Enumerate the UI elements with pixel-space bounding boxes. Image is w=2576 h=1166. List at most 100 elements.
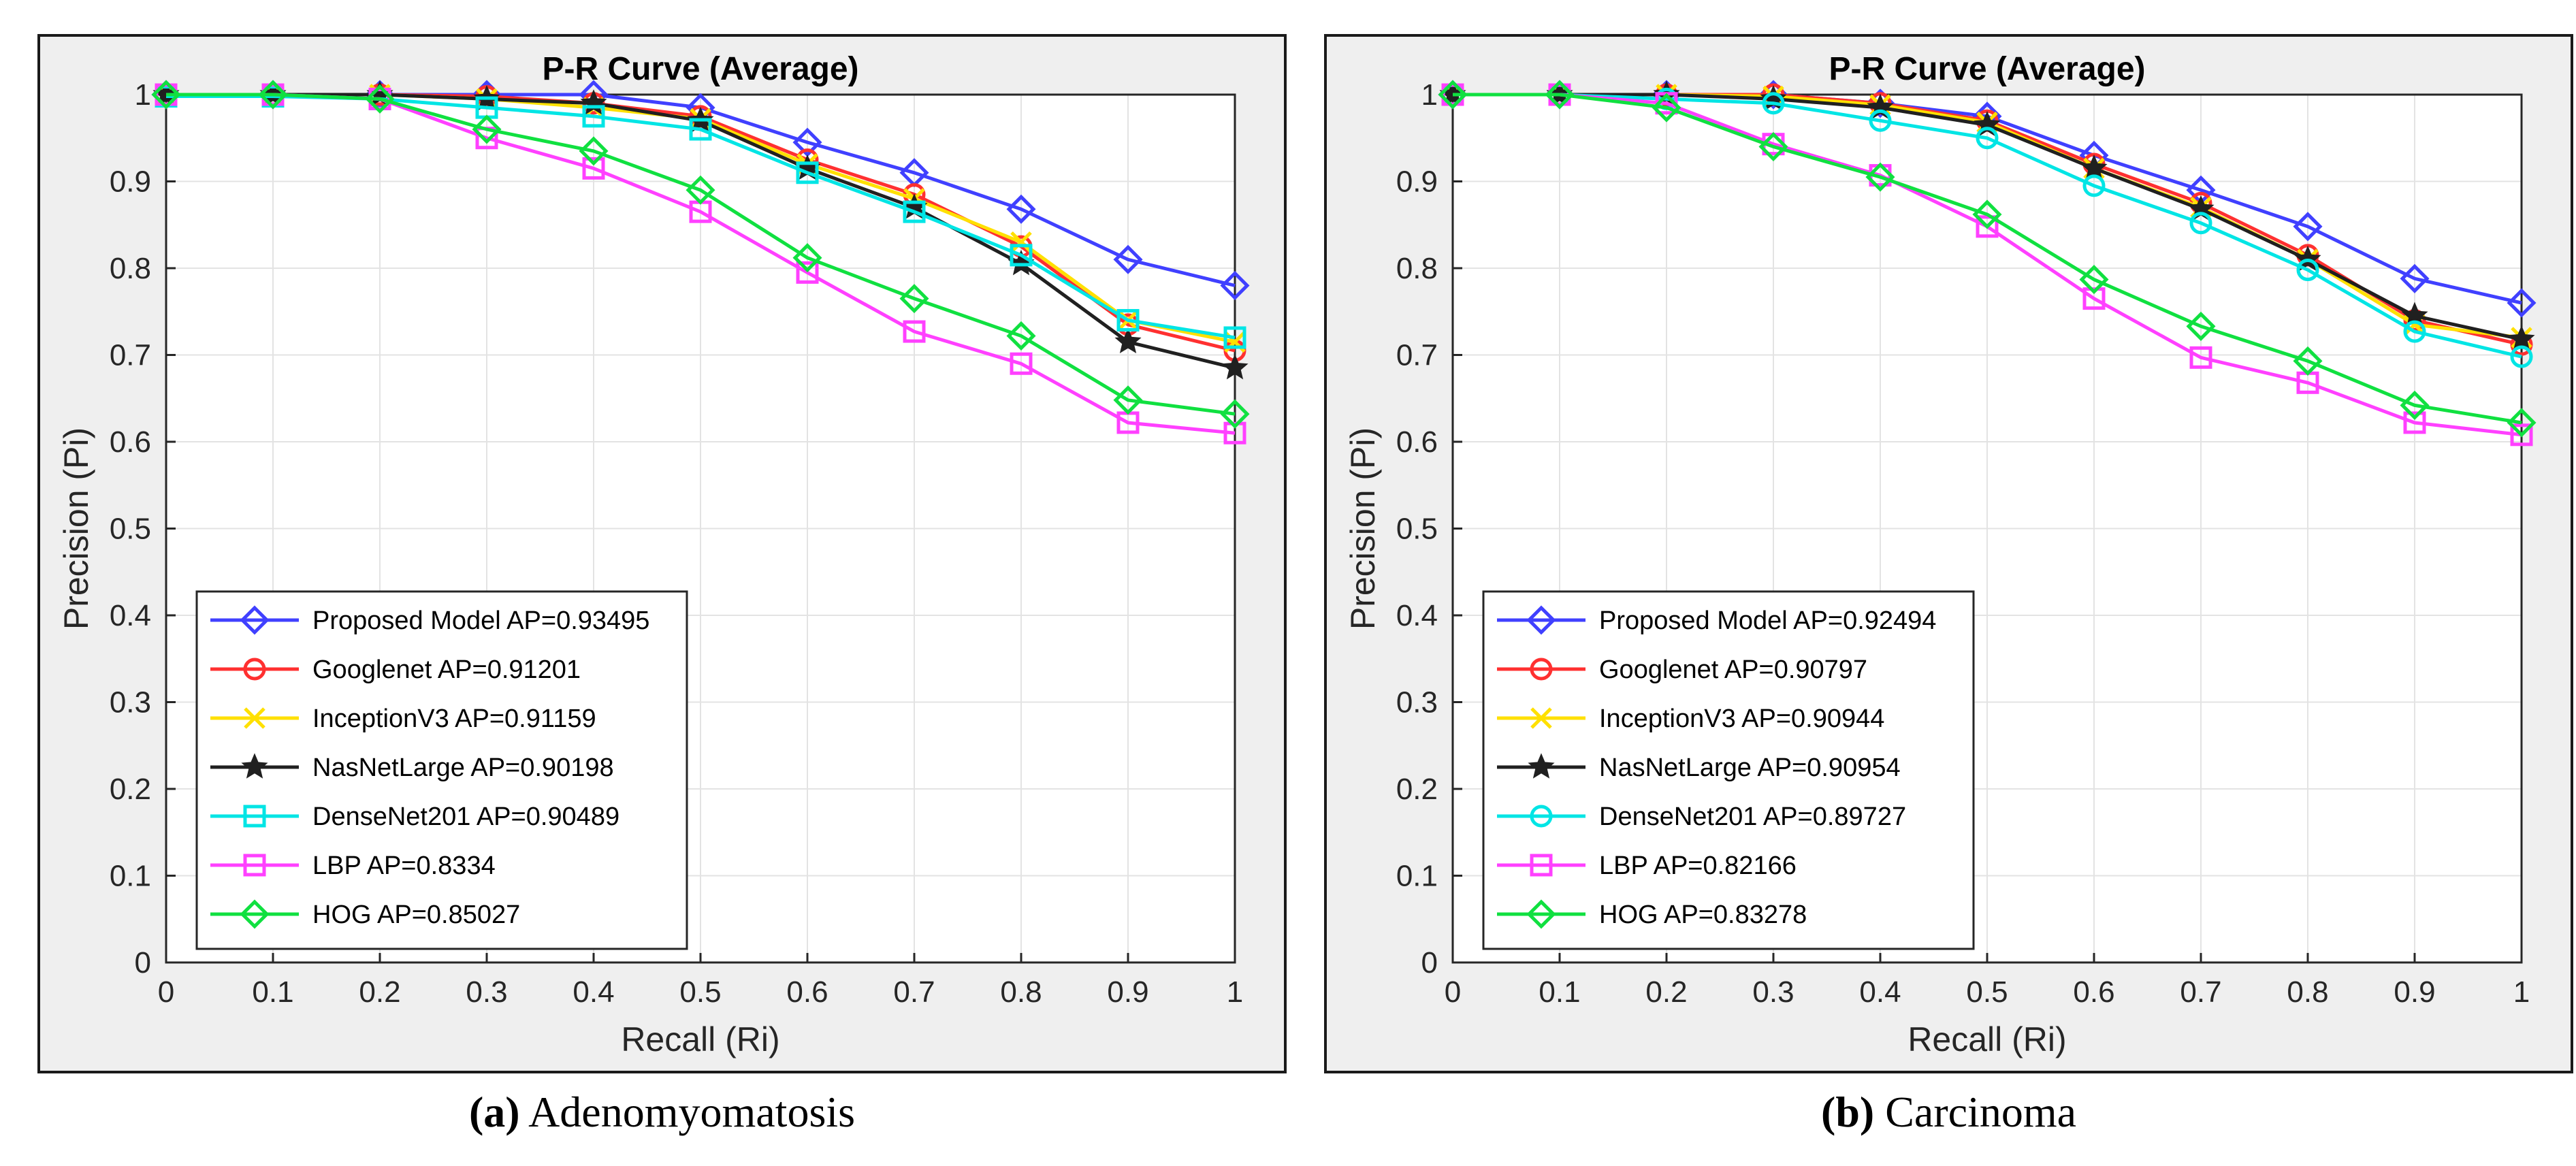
legend-marker (1530, 658, 1553, 681)
data-point (582, 105, 605, 128)
y-tick-label: 0.5 (1396, 513, 1438, 546)
data-point (792, 243, 822, 273)
x-tick-label: 0 (158, 975, 174, 1009)
x-tick-label: 0.1 (1539, 975, 1580, 1009)
y-tick-label: 0.9 (1396, 165, 1438, 199)
legend-box (195, 590, 688, 950)
data-point (1762, 92, 1785, 115)
chart-panel-b: 0 0.1 0.2 0.3 0.4 0.5 0.6 0.7 0.8 0.9 1 0 0.1 0.2 0.3 0… (1324, 34, 2573, 1073)
legend-label: NasNetLarge AP=0.90954 (1599, 754, 1901, 782)
data-point (903, 320, 926, 343)
caption-text: Carcinoma (1885, 1088, 2076, 1136)
data-point (2296, 259, 2319, 282)
legend-label: LBP AP=0.82166 (1599, 852, 1797, 880)
x-axis-label: Recall (Ri) (621, 1020, 779, 1058)
x-tick-label: 0.4 (573, 975, 614, 1009)
data-point (2510, 345, 2533, 368)
data-point (1221, 354, 1249, 380)
x-tick-label: 0.7 (2180, 975, 2221, 1009)
legend-marker (1530, 805, 1553, 828)
data-point (2508, 325, 2535, 351)
legend-item: HOG AP=0.85027 (210, 899, 520, 929)
data-point (796, 161, 819, 184)
data-point (1976, 215, 1999, 238)
y-tick-label: 0.6 (110, 425, 151, 459)
data-point (1113, 385, 1143, 415)
y-tick-label: 0.8 (1396, 252, 1438, 285)
x-tick-label: 0.7 (893, 975, 935, 1009)
legend-marker (243, 805, 266, 828)
legend-marker (240, 899, 270, 929)
data-point (903, 200, 926, 223)
data-point (1865, 162, 1895, 192)
y-tick-label: 0.1 (1396, 860, 1438, 893)
y-tick-label: 0.1 (110, 860, 151, 893)
data-point (2079, 265, 2109, 295)
legend-label: HOG AP=0.85027 (312, 901, 520, 929)
y-tick-label: 0.2 (1396, 773, 1438, 806)
y-tick-label: 0.6 (1396, 425, 1438, 459)
caption-text: Adenomyomatosis (528, 1088, 856, 1136)
legend-marker (1528, 753, 1555, 779)
data-point (2403, 411, 2426, 434)
x-tick-label: 0.4 (1859, 975, 1901, 1009)
y-tick-label: 0.4 (110, 599, 151, 632)
y-tick-label: 0.7 (110, 339, 151, 372)
legend-marker (241, 753, 268, 779)
y-tick-label: 0.8 (110, 252, 151, 285)
data-point (1223, 326, 1246, 349)
y-tick-label: 1 (135, 78, 151, 112)
legend: Proposed Model AP=0.92494 Googlenet AP=0.… (1482, 590, 1975, 950)
y-tick-label: 0.9 (110, 165, 151, 199)
data-point (1438, 80, 1468, 110)
x-tick-label: 0.2 (1645, 975, 1687, 1009)
data-point (1976, 127, 1999, 150)
x-tick-label: 1 (2513, 975, 2530, 1009)
legend-marker (1530, 854, 1553, 877)
y-tick-label: 0.5 (110, 513, 151, 546)
legend-label: InceptionV3 AP=0.91159 (312, 705, 596, 733)
legend-marker (243, 658, 266, 681)
legend-label: NasNetLarge AP=0.90198 (312, 754, 614, 782)
legend-item: DenseNet201 AP=0.89727 (1497, 803, 1906, 831)
legend-item: InceptionV3 AP=0.90944 (1497, 705, 1884, 733)
data-point (1010, 231, 1032, 253)
data-point (2510, 423, 2533, 447)
data-point (1220, 399, 1250, 429)
data-point (2189, 212, 2212, 235)
x-tick-label: 0.5 (679, 975, 721, 1009)
x-tick-label: 0.5 (1966, 975, 2008, 1009)
legend: Proposed Model AP=0.93495 Googlenet AP=0.… (195, 590, 688, 950)
legend-item: Googlenet AP=0.90797 (1497, 655, 1867, 684)
legend-marker (1530, 707, 1552, 729)
legend-item: LBP AP=0.82166 (1497, 852, 1797, 880)
x-axis-label: Recall (Ri) (1907, 1020, 2066, 1058)
x-tick-label: 0.3 (1752, 975, 1794, 1009)
x-tick-label: 0 (1445, 975, 1461, 1009)
legend-item: Proposed Model AP=0.92494 (1497, 605, 1936, 635)
series-line (1453, 93, 2522, 425)
data-point (2400, 390, 2430, 420)
caption-adenomyomatosis: (a) Adenomyomatosis (37, 1087, 1287, 1137)
legend-label: Proposed Model AP=0.92494 (1599, 606, 1936, 635)
legend-marker (243, 854, 266, 877)
x-tick-label: 0.2 (359, 975, 400, 1009)
data-point (2080, 154, 2108, 180)
y-axis-label: Precision (Pi) (57, 427, 95, 630)
data-point (579, 136, 609, 166)
legend-item: InceptionV3 AP=0.91159 (210, 705, 596, 733)
y-tick-label: 0 (1421, 946, 1438, 979)
x-tick-label: 1 (1227, 975, 1243, 1009)
legend-marker (1526, 899, 1556, 929)
y-tick-label: 0.7 (1396, 339, 1438, 372)
data-point (1223, 421, 1246, 444)
series-line (1453, 93, 2522, 359)
data-point (151, 80, 181, 110)
legend-label: Googlenet AP=0.91201 (312, 655, 581, 684)
data-point (2082, 174, 2106, 197)
legend-label: HOG AP=0.83278 (1599, 901, 1807, 929)
y-tick-label: 0.4 (1396, 599, 1438, 632)
y-tick-label: 0 (135, 946, 151, 979)
data-point (1652, 93, 1681, 123)
legend-label: Proposed Model AP=0.93495 (312, 606, 649, 635)
